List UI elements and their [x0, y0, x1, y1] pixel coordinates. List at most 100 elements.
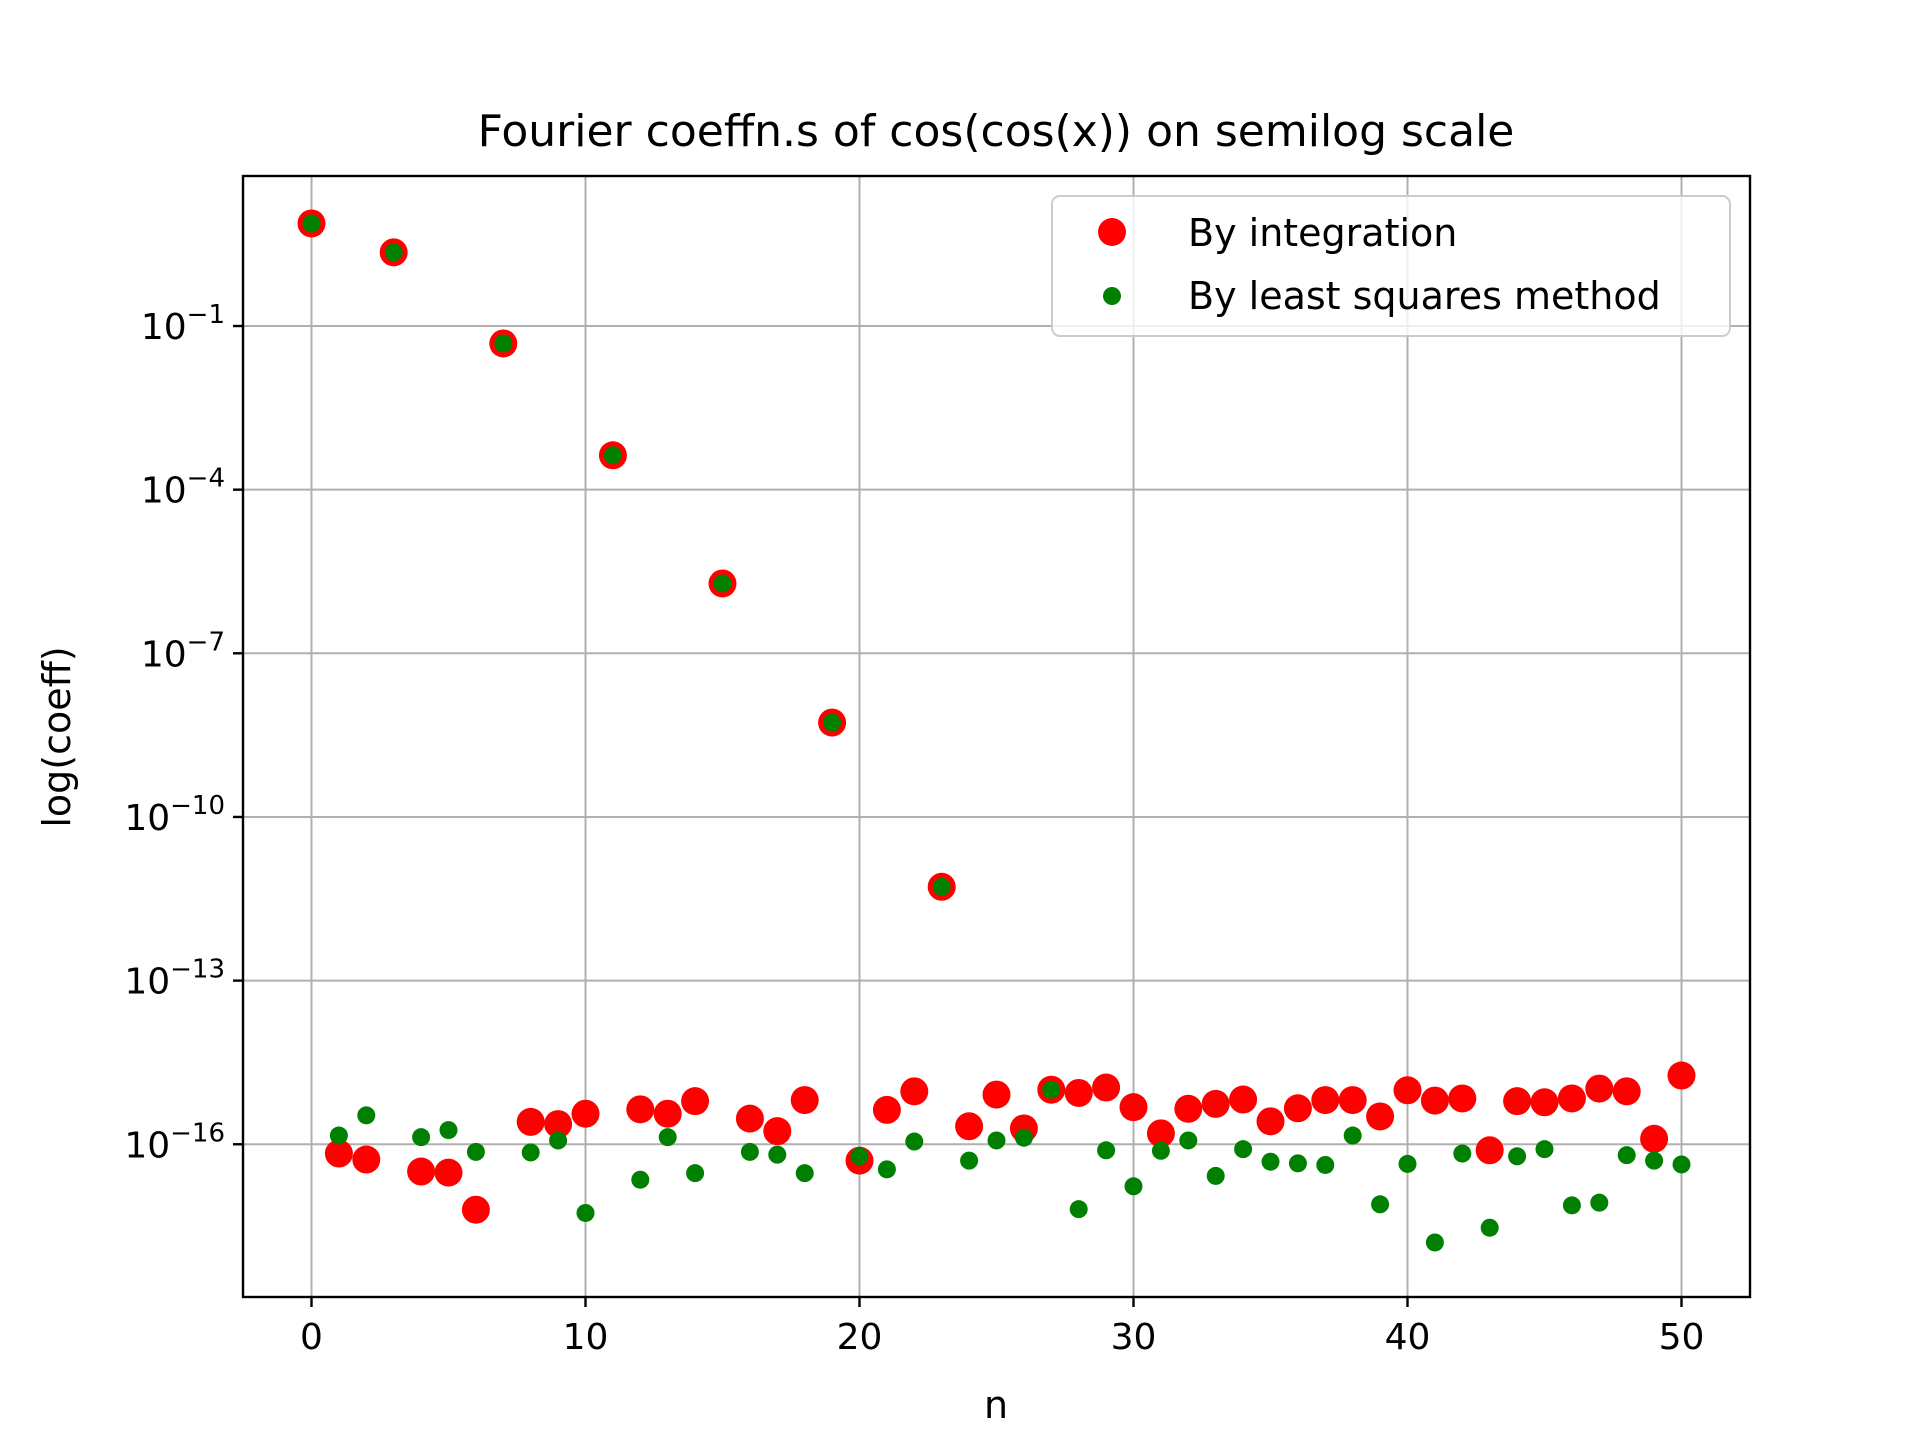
- point-by-least-squares: [603, 446, 622, 465]
- point-by-integration: [1366, 1102, 1395, 1131]
- point-by-integration: [681, 1087, 710, 1116]
- point-by-integration: [653, 1099, 682, 1128]
- point-by-least-squares: [713, 574, 732, 593]
- point-by-integration: [1064, 1078, 1093, 1107]
- point-by-least-squares: [1206, 1166, 1225, 1185]
- point-by-integration: [626, 1095, 655, 1124]
- point-by-integration: [872, 1095, 901, 1124]
- legend: By integration By least squares method: [1051, 195, 1731, 337]
- point-by-least-squares: [1590, 1193, 1609, 1212]
- point-by-integration: [1557, 1084, 1586, 1113]
- point-by-least-squares: [576, 1203, 595, 1222]
- point-by-integration: [1092, 1073, 1121, 1102]
- point-by-least-squares: [905, 1132, 924, 1151]
- point-by-least-squares: [932, 877, 951, 896]
- point-by-integration: [461, 1195, 490, 1224]
- point-by-least-squares: [1562, 1196, 1581, 1215]
- point-by-least-squares: [302, 214, 321, 233]
- point-by-integration: [1146, 1119, 1175, 1148]
- point-by-least-squares: [494, 334, 513, 353]
- point-by-least-squares: [1014, 1128, 1033, 1147]
- y-tick-label: 10−10: [124, 791, 225, 839]
- series-by-least-squares: [302, 214, 1691, 1252]
- point-by-integration: [1448, 1084, 1477, 1113]
- point-by-least-squares: [412, 1128, 431, 1147]
- point-by-least-squares: [850, 1147, 869, 1166]
- point-by-integration: [516, 1107, 545, 1136]
- point-by-least-squares: [1151, 1141, 1170, 1160]
- point-by-least-squares: [1398, 1154, 1417, 1173]
- point-by-integration: [1585, 1074, 1614, 1103]
- point-by-least-squares: [1672, 1155, 1691, 1174]
- point-by-least-squares: [1425, 1233, 1444, 1252]
- point-by-integration: [1640, 1124, 1669, 1153]
- point-by-least-squares: [1645, 1151, 1664, 1170]
- point-by-least-squares: [1453, 1144, 1472, 1163]
- point-by-least-squares: [658, 1128, 677, 1147]
- point-by-least-squares: [329, 1126, 348, 1145]
- point-by-integration: [1503, 1087, 1532, 1116]
- point-by-least-squares: [823, 713, 842, 732]
- point-by-least-squares: [1124, 1177, 1143, 1196]
- y-tick-label: 10−13: [124, 955, 225, 1003]
- point-by-integration: [790, 1086, 819, 1115]
- point-by-integration: [1201, 1089, 1230, 1118]
- point-by-integration: [1393, 1076, 1422, 1105]
- point-by-least-squares: [987, 1131, 1006, 1150]
- y-tick-label: 10−7: [141, 627, 225, 675]
- point-by-integration: [900, 1077, 929, 1106]
- point-by-least-squares: [1288, 1154, 1307, 1173]
- point-by-least-squares: [1097, 1141, 1116, 1160]
- point-by-least-squares: [466, 1142, 485, 1161]
- y-tick-label: 10−16: [124, 1118, 225, 1166]
- point-by-least-squares: [1480, 1218, 1499, 1237]
- point-by-least-squares: [1508, 1147, 1527, 1166]
- point-by-least-squares: [521, 1143, 540, 1162]
- point-by-least-squares: [686, 1164, 705, 1183]
- point-by-integration: [763, 1117, 792, 1146]
- point-by-integration: [1420, 1086, 1449, 1115]
- point-by-integration: [1283, 1094, 1312, 1123]
- chart-title: Fourier coeffn.s of cos(cos(x)) on semil…: [478, 106, 1515, 157]
- legend-label-by-integration: By integration: [1188, 211, 1457, 255]
- grid-lines: [243, 176, 1750, 1297]
- point-by-integration: [1119, 1093, 1148, 1122]
- point-by-least-squares: [768, 1145, 787, 1164]
- point-by-integration: [735, 1104, 764, 1133]
- point-by-integration: [1612, 1077, 1641, 1106]
- point-by-least-squares: [1069, 1200, 1088, 1219]
- point-by-least-squares: [740, 1142, 759, 1161]
- point-by-least-squares: [384, 243, 403, 262]
- legend-marker-by-integration: [1098, 218, 1126, 246]
- point-by-integration: [571, 1099, 600, 1128]
- point-by-integration: [1475, 1136, 1504, 1165]
- legend-box: [1051, 195, 1731, 337]
- point-by-integration: [324, 1139, 353, 1168]
- point-by-least-squares: [960, 1151, 979, 1170]
- point-by-least-squares: [439, 1121, 458, 1140]
- legend-marker-by-least-squares: [1103, 287, 1121, 305]
- y-tick-label: 10−1: [141, 300, 225, 348]
- series-by-integration: [297, 209, 1696, 1224]
- point-by-integration: [1174, 1094, 1203, 1123]
- x-tick-label: 30: [1111, 1317, 1157, 1358]
- axis-ticks: 0 10 20 30 40 50 10−1 10−4 10−7 10−10 10−13 10−16: [124, 300, 1704, 1358]
- point-by-least-squares: [1535, 1140, 1554, 1159]
- x-axis-label: n: [984, 1383, 1008, 1427]
- point-by-integration: [434, 1158, 463, 1187]
- point-by-integration: [1338, 1086, 1367, 1115]
- y-axis-label: log(coeff): [35, 646, 79, 827]
- point-by-integration: [1311, 1086, 1340, 1115]
- point-by-least-squares: [1234, 1140, 1253, 1159]
- point-by-integration: [955, 1112, 984, 1141]
- x-tick-label: 10: [563, 1317, 609, 1358]
- point-by-integration: [407, 1157, 436, 1186]
- point-by-integration: [1667, 1061, 1696, 1090]
- point-by-least-squares: [1179, 1131, 1198, 1150]
- point-by-integration: [1530, 1088, 1559, 1117]
- x-tick-label: 20: [837, 1317, 883, 1358]
- point-by-least-squares: [357, 1106, 376, 1125]
- point-by-integration: [352, 1145, 381, 1174]
- point-by-integration: [544, 1110, 573, 1139]
